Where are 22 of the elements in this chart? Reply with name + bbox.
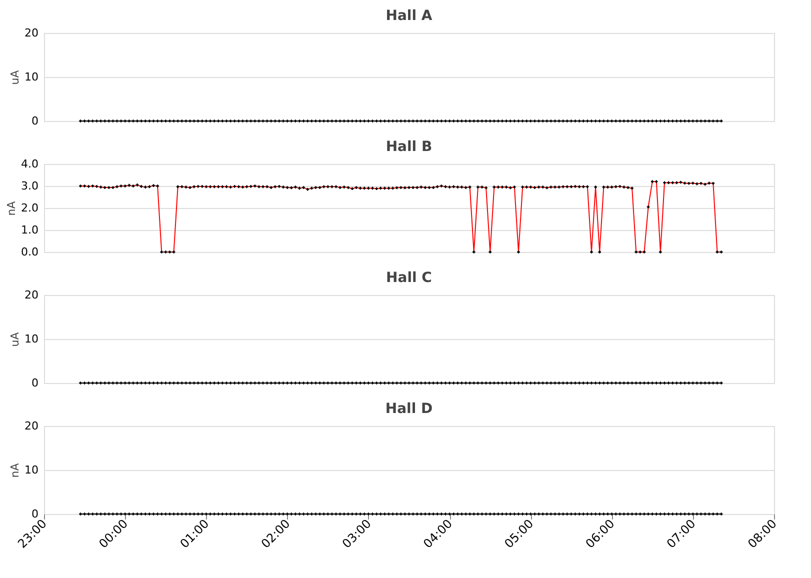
chart-title: Hall B [386, 139, 432, 155]
y-axis-title: uA [8, 70, 22, 85]
y-tick-label: 0.0 [21, 246, 38, 258]
y-tick-label: 10 [24, 70, 38, 84]
chart-title: Hall D [385, 401, 433, 417]
y-tick-label: 10 [24, 332, 38, 346]
chart-title: Hall C [386, 270, 432, 286]
y-tick-label: 3.0 [21, 180, 38, 192]
y-tick-label: 4.0 [21, 158, 38, 170]
y-tick-label: 0 [32, 376, 38, 390]
y-tick-label: 10 [24, 464, 38, 476]
y-tick-label: 1.0 [21, 224, 38, 236]
y-tick-label: 0 [32, 508, 38, 520]
y-axis-title: nA [8, 462, 22, 478]
chart-title: Hall A [386, 8, 432, 24]
y-tick-label: 0 [32, 114, 38, 128]
y-tick-label: 20 [24, 26, 38, 40]
y-tick-label: 20 [24, 420, 38, 432]
y-tick-label: 2.0 [21, 202, 38, 214]
y-axis-title: nA [5, 200, 18, 216]
y-axis-title: uA [8, 332, 22, 347]
y-tick-label: 20 [24, 288, 38, 302]
